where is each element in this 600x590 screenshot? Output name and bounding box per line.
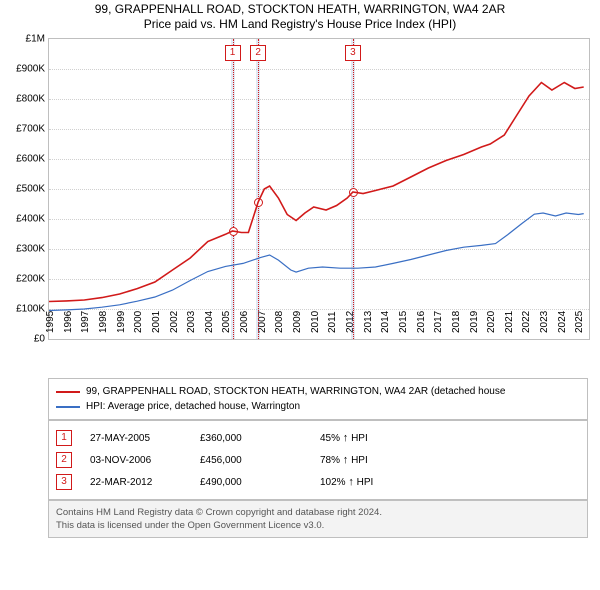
event-row: 3 22-MAR-2012£490,000102% ↑ HPI [56,471,580,493]
y-axis-label: £600K [16,154,49,165]
attribution-line-1: Contains HM Land Registry data © Crown c… [56,506,580,519]
chart-title: 99, GRAPPENHALL ROAD, STOCKTON HEATH, WA… [0,2,600,32]
event-row-pct: 78% ↑ HPI [320,454,580,466]
house-price-chart: 99, GRAPPENHALL ROAD, STOCKTON HEATH, WA… [0,0,600,590]
event-row-date: 22-MAR-2012 [90,477,200,488]
y-axis-label: £1M [26,34,49,45]
y-axis-label: £700K [16,124,49,135]
event-row: 2 03-NOV-2006£456,00078% ↑ HPI [56,449,580,471]
legend-swatch-hpi [56,406,80,408]
event-row-marker: 1 [56,430,72,446]
event-row-date: 03-NOV-2006 [90,455,200,466]
event-row-pct: 45% ↑ HPI [320,432,580,444]
event-row-price: £490,000 [200,477,320,488]
legend-swatch-price [56,391,80,393]
legend-box: 99, GRAPPENHALL ROAD, STOCKTON HEATH, WA… [48,378,588,420]
legend-item-price: 99, GRAPPENHALL ROAD, STOCKTON HEATH, WA… [56,384,580,399]
event-row-marker: 3 [56,474,72,490]
y-axis-label: £400K [16,214,49,225]
plot-area: £0£100K£200K£300K£400K£500K£600K£700K£80… [48,38,590,340]
title-line-1: 99, GRAPPENHALL ROAD, STOCKTON HEATH, WA… [0,2,600,17]
attribution-box: Contains HM Land Registry data © Crown c… [48,500,588,538]
price-line [49,39,589,339]
y-axis-label: £900K [16,64,49,75]
y-axis-label: £300K [16,244,49,255]
title-line-2: Price paid vs. HM Land Registry's House … [0,17,600,32]
event-row-price: £360,000 [200,433,320,444]
y-axis-label: £800K [16,94,49,105]
events-table: 1 27-MAY-2005£360,00045% ↑ HPI 2 03-NOV-200… [48,420,588,500]
event-row-price: £456,000 [200,455,320,466]
event-row-pct: 102% ↑ HPI [320,476,580,488]
y-axis-label: £500K [16,184,49,195]
attribution-line-2: This data is licensed under the Open Gov… [56,519,580,532]
event-row-date: 27-MAY-2005 [90,433,200,444]
legend-label-hpi: HPI: Average price, detached house, Warr… [86,401,300,412]
event-row-marker: 2 [56,452,72,468]
event-row: 1 27-MAY-2005£360,00045% ↑ HPI [56,427,580,449]
y-axis-label: £0 [34,334,49,345]
y-axis-label: £200K [16,274,49,285]
legend-label-price: 99, GRAPPENHALL ROAD, STOCKTON HEATH, WA… [86,386,505,397]
legend-item-hpi: HPI: Average price, detached house, Warr… [56,399,580,414]
